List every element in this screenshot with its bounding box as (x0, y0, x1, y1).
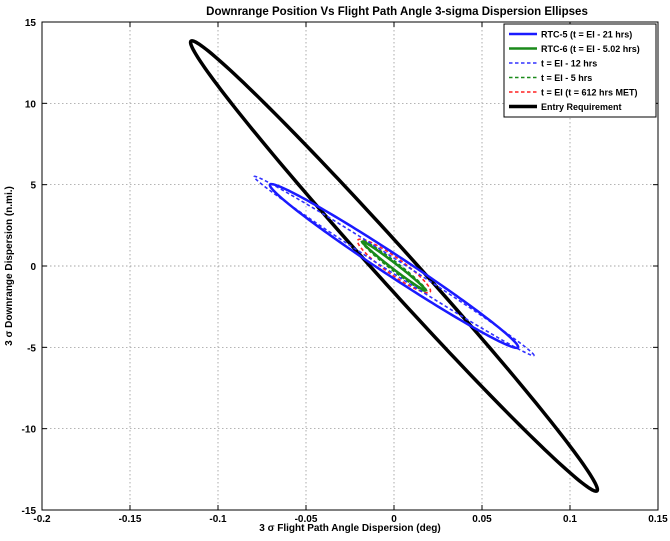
x-tick-label: 0.05 (472, 514, 492, 525)
x-axis: -0.2 -0.15 -0.1 -0.05 0 0.05 0.1 0.15 (33, 22, 668, 525)
y-tick-label: -10 (22, 425, 37, 436)
x-tick-label: 0.15 (648, 514, 668, 525)
chart-title: Downrange Position Vs Flight Path Angle … (206, 6, 588, 18)
x-tick-label: -0.05 (295, 514, 318, 525)
x-tick-label: -0.15 (119, 514, 142, 525)
y-tick-label: -5 (27, 343, 36, 354)
series-4-ellipse (360, 239, 428, 293)
series-3-ellipse (253, 175, 535, 357)
y-axis-label: 3 σ Downrange Dispersion (n.mi.) (4, 186, 15, 346)
legend-box (503, 23, 657, 118)
chart-series (188, 39, 600, 493)
series-1-ellipse (268, 182, 520, 350)
y-tick-label: -15 (22, 506, 37, 517)
y-tick-label: 5 (30, 181, 36, 192)
y-tick-label: 10 (25, 99, 37, 110)
legend-label: Entry Requirement (541, 102, 622, 112)
legend-label: RTC-6 (t = EI - 5.02 hrs) (541, 44, 640, 54)
y-tick-label: 15 (25, 18, 37, 29)
series-5-ellipse (356, 238, 432, 294)
y-tick-label: 0 (30, 262, 36, 273)
legend-label: t = EI - 12 hrs (541, 59, 597, 69)
x-tick-label: -0.2 (33, 514, 51, 525)
x-tick-label: 0 (391, 514, 397, 525)
legend: RTC-5 (t = EI - 21 hrs) RTC-6 (t = EI - 5… (503, 23, 657, 118)
x-axis-label: 3 σ Flight Path Angle Dispersion (deg) (259, 523, 440, 534)
x-tick-label: -0.1 (209, 514, 227, 525)
y-axis: -15 -10 -5 0 5 10 15 (22, 18, 658, 517)
legend-label: t = EI - 5 hrs (541, 73, 592, 83)
series-6-ellipse (188, 39, 600, 493)
x-tick-label: 0.1 (563, 514, 577, 525)
legend-label: RTC-5 (t = EI - 21 hrs) (541, 30, 632, 40)
legend-label: t = EI (t = 612 hrs MET) (541, 88, 638, 98)
series-2-ellipse (361, 240, 427, 292)
